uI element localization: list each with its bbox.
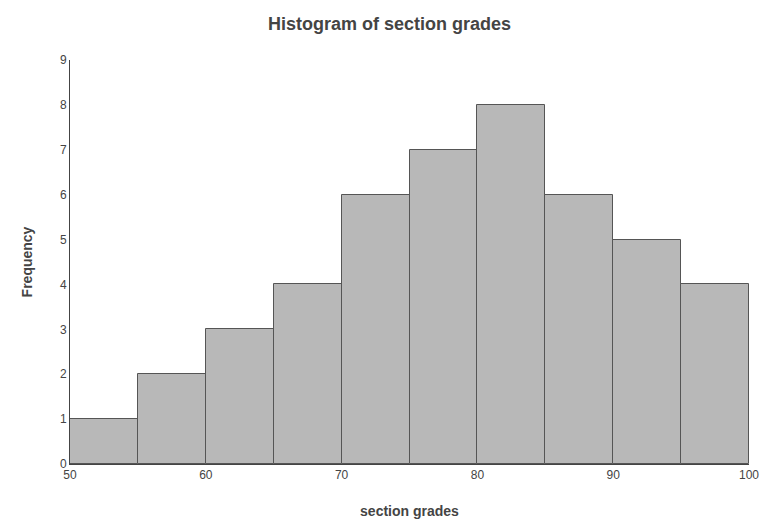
svg-text:70: 70 — [335, 468, 349, 482]
svg-text:100: 100 — [739, 468, 759, 482]
svg-text:80: 80 — [471, 468, 485, 482]
svg-text:8: 8 — [60, 98, 67, 112]
svg-text:1: 1 — [60, 412, 67, 426]
svg-text:9: 9 — [60, 53, 67, 67]
svg-text:section grades: section grades — [360, 503, 459, 519]
svg-text:5: 5 — [60, 233, 67, 247]
svg-text:60: 60 — [199, 468, 213, 482]
svg-text:50: 50 — [63, 468, 77, 482]
svg-text:4: 4 — [60, 278, 67, 292]
svg-text:7: 7 — [60, 143, 67, 157]
svg-text:0: 0 — [60, 457, 67, 471]
svg-text:3: 3 — [60, 323, 67, 337]
svg-text:Frequency: Frequency — [19, 226, 35, 297]
svg-text:6: 6 — [60, 188, 67, 202]
svg-text:2: 2 — [60, 367, 67, 381]
svg-text:90: 90 — [607, 468, 621, 482]
svg-text:Histogram of section grades: Histogram of section grades — [268, 14, 511, 34]
